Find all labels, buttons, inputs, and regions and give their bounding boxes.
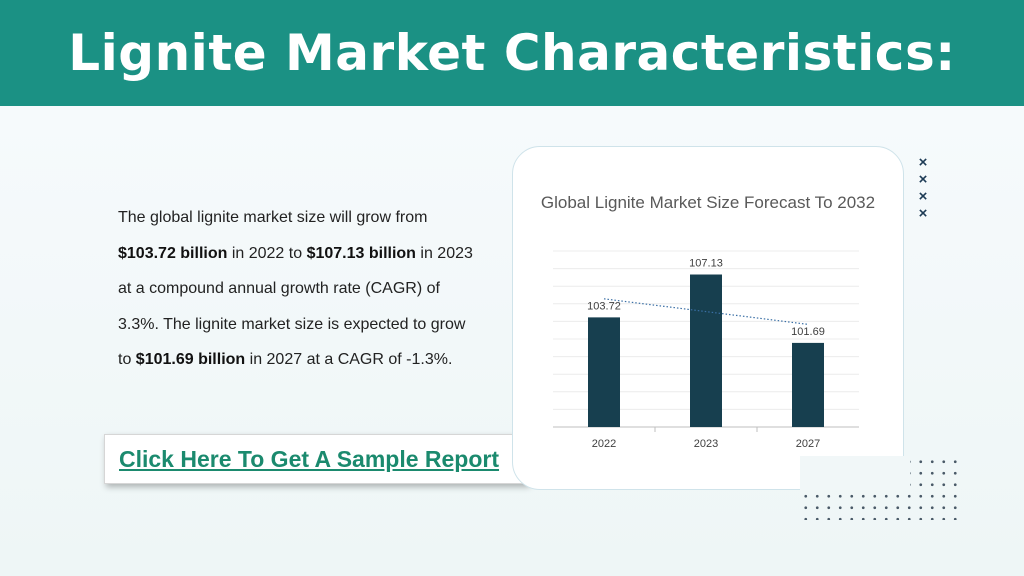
chart-title: Global Lignite Market Size Forecast To 2… <box>513 191 903 215</box>
chart-title-text: Global Lignite Market Size Forecast To 2… <box>540 193 876 212</box>
chart-card: Global Lignite Market Size Forecast To 2… <box>512 146 904 490</box>
bar-2027 <box>792 342 824 427</box>
header-banner: Lignite Market Characteristics: <box>0 0 1024 106</box>
x-tick-label-2027: 2027 <box>796 438 820 450</box>
value-2022: $103.72 billion <box>118 244 228 262</box>
description-paragraph: The global lignite market size will grow… <box>118 200 478 378</box>
x-tick-label-2023: 2023 <box>694 438 718 450</box>
page-title: Lignite Market Characteristics: <box>68 24 956 82</box>
sample-report-box[interactable]: Click Here To Get A Sample Report <box>104 434 528 484</box>
x-icon: × <box>918 171 928 188</box>
description-text-2: in 2022 to <box>227 244 307 262</box>
data-label-2023: 107.13 <box>689 258 723 270</box>
x-icon: × <box>918 154 928 171</box>
data-label-2027: 101.69 <box>791 326 825 338</box>
description-text-3: in 2023 at a compound annual growth rate… <box>118 244 473 369</box>
value-2027: $101.69 billion <box>135 351 246 368</box>
bar-chart: 103.72 2022 107.13 2023 101.69 2027 <box>553 250 859 450</box>
x-tick-label-2022: 2022 <box>592 438 616 450</box>
trendline <box>603 298 809 325</box>
description-text-1: The global lignite market size will grow… <box>118 209 428 226</box>
description-text-4: in 2027 at a CAGR of -1.3%. <box>245 351 453 368</box>
bar-2023 <box>690 274 722 427</box>
dot-grid-mask <box>800 456 910 490</box>
x-icon: × <box>918 188 928 205</box>
value-2023: $107.13 billion <box>306 244 416 262</box>
bar-2022 <box>588 317 620 427</box>
sample-report-link[interactable]: Click Here To Get A Sample Report <box>119 445 500 472</box>
data-label-2022: 103.72 <box>587 300 621 312</box>
x-icon: × <box>918 205 928 222</box>
x-pattern-decoration: × × × × <box>914 154 932 222</box>
